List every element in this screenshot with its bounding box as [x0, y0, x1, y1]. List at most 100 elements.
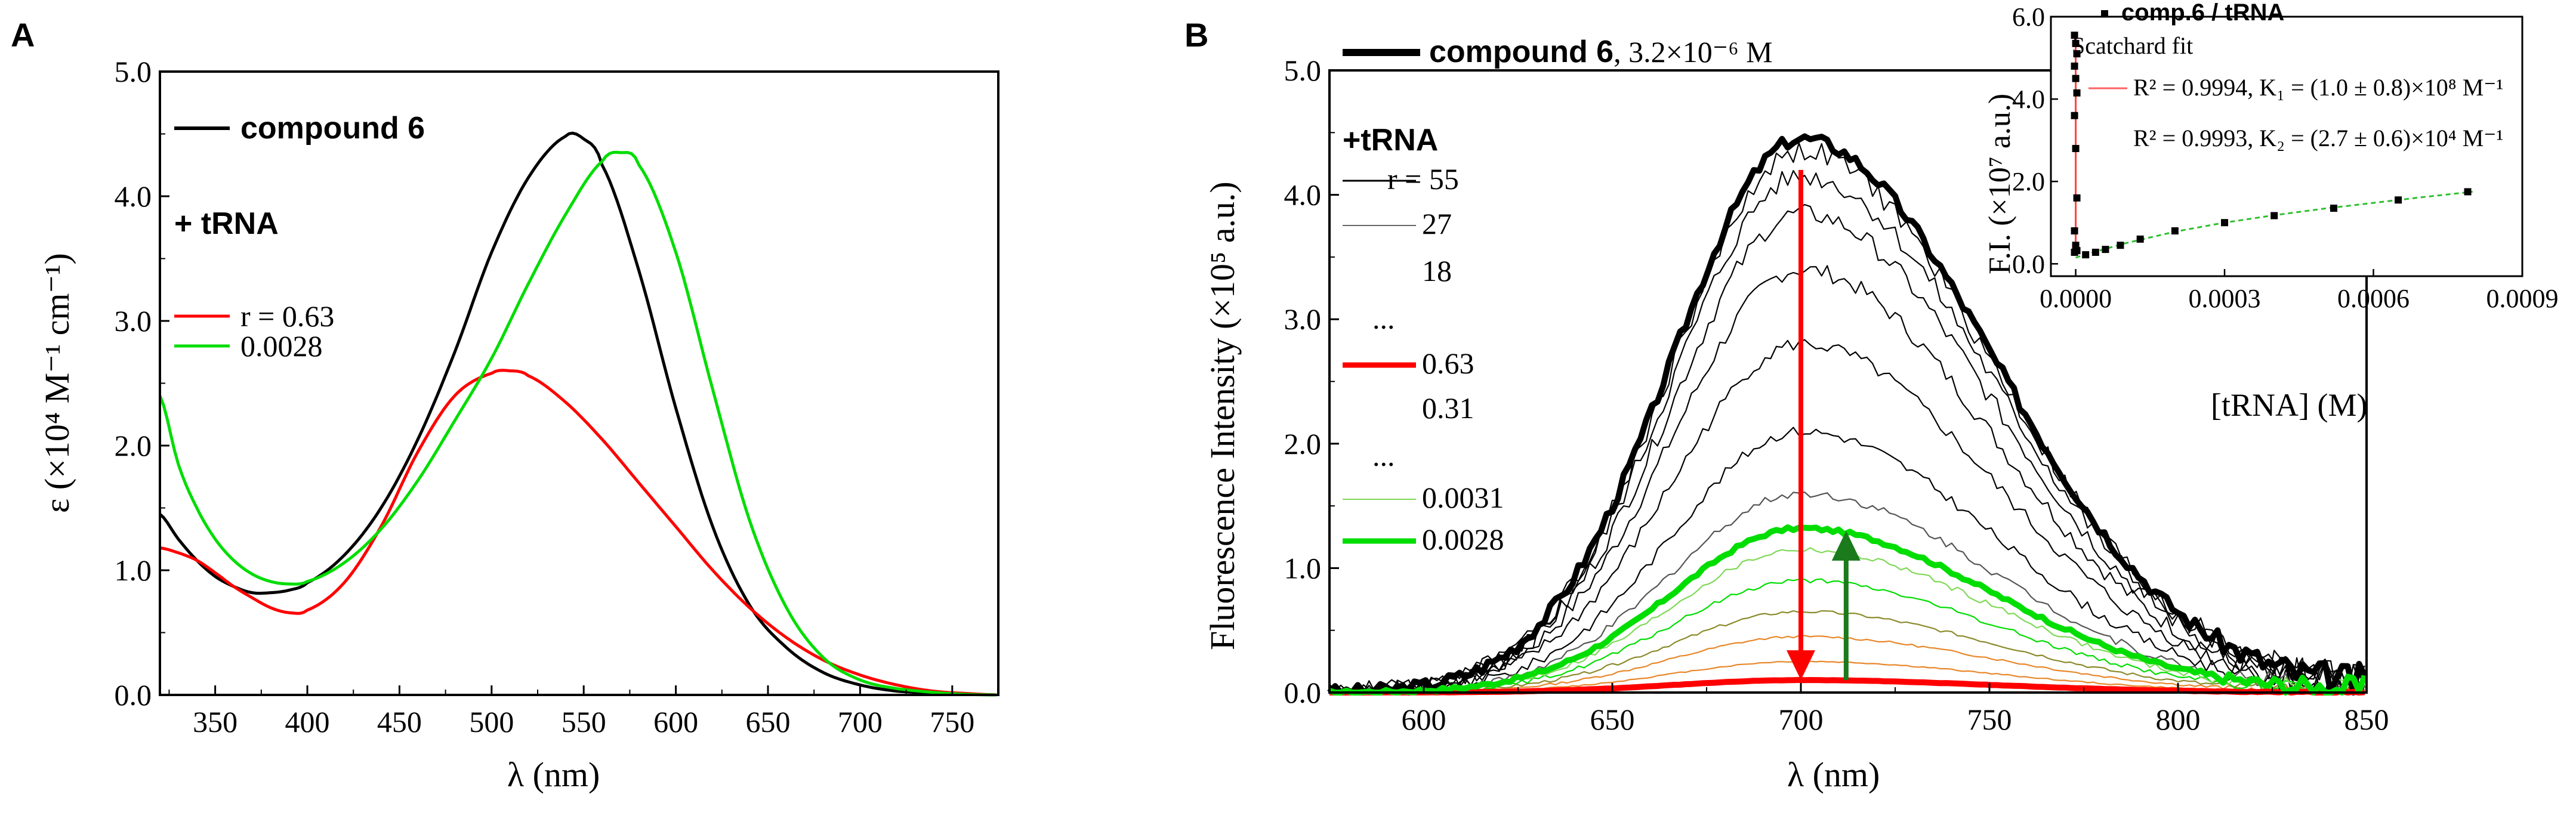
- inset-data-point: [2071, 227, 2078, 235]
- panel-b-label: B: [1184, 16, 1208, 54]
- chart-a-ytick-label: 3.0: [115, 304, 152, 338]
- chart-b-spectrum-18: [1329, 203, 2365, 694]
- chart-b-ytick-label: 1.0: [1284, 551, 1322, 585]
- legend-b-entry: ...: [1372, 439, 1395, 472]
- inset-data-point: [2117, 242, 2124, 249]
- legend-b-entry: 0.31: [1422, 391, 1474, 425]
- chart-b-xtick-label: 700: [1779, 703, 1824, 736]
- inset-frame: [2050, 16, 2523, 277]
- chart-b-ytick-label: 0.0: [1284, 676, 1322, 709]
- legend-b-compound: compound 6, 3.2×10⁻⁶ M: [1429, 35, 1773, 69]
- inset-data-point: [2270, 212, 2278, 220]
- chart-a-xtick-label: 700: [838, 705, 883, 738]
- legend-b-compound-conc: , 3.2×10⁻⁶ M: [1614, 35, 1772, 69]
- chart-a-ytick-label: 4.0: [115, 180, 152, 213]
- inset-ytick-label: 6.0: [2012, 2, 2045, 32]
- chart-a-xtick-label: 500: [469, 705, 514, 738]
- inset-data-point: [2071, 248, 2078, 256]
- chart-a-xtick-label: 600: [653, 705, 698, 738]
- inset-data-point: [2072, 75, 2080, 82]
- chart-b-spectrum-trna: [1329, 491, 2365, 694]
- inset-data-point: [2330, 205, 2337, 212]
- legend-b-entry: 18: [1422, 254, 1452, 288]
- chart-b-xtick-label: 600: [1402, 703, 1446, 736]
- inset-data-point: [2073, 50, 2081, 58]
- inset-ytick-label: 2.0: [2012, 167, 2045, 196]
- chart-b-ylabel: Fluorescence Intensity (×10⁵ a.u.): [1203, 181, 1242, 650]
- inset-ytick-label: 4.0: [2012, 85, 2045, 114]
- inset-data-point: [2072, 144, 2080, 152]
- chart-a-ytick-label: 1.0: [115, 554, 152, 587]
- legend-a-red: r = 0.63: [240, 299, 334, 333]
- inset-legend-fit1: R² = 0.9994, K₁ = (1.0 ± 0.8)×10⁸ M⁻¹: [2133, 74, 2503, 101]
- inset-data-point: [2082, 251, 2090, 259]
- legend-b-compound-name: compound 6: [1429, 35, 1614, 69]
- chart-b-xtick-label: 650: [1590, 703, 1635, 736]
- legend-b-trna: +tRNA: [1343, 123, 1438, 157]
- chart-a-ytick-label: 5.0: [115, 55, 152, 88]
- legend-a-green: 0.0028: [240, 329, 323, 363]
- chart-b-spectrum-compound-6: [1327, 133, 2368, 696]
- chart-a-xtick-label: 750: [930, 705, 974, 738]
- inset-xtick-label: 0.0006: [2337, 284, 2410, 313]
- inset-data-point: [2072, 39, 2080, 47]
- chart-b-arrow-head-red: [1787, 650, 1815, 681]
- chart-b-xtick-label: 850: [2344, 703, 2389, 736]
- inset-data-point: [2071, 62, 2078, 70]
- inset-data-point: [2221, 219, 2229, 227]
- chart-a-ytick-label: 0.0: [115, 678, 152, 712]
- chart-a-ytick-label: 2.0: [115, 429, 152, 462]
- chart-a-xtick-label: 650: [746, 705, 791, 738]
- inset-data-point: [2073, 194, 2081, 202]
- chart-a-xtick-label: 400: [285, 705, 330, 738]
- inset-data-point: [2395, 196, 2402, 204]
- legend-b-entry: ...: [1372, 302, 1395, 335]
- inset-background: [2051, 17, 2522, 276]
- inset-ylabel: F.I. (×10⁷ a.u.): [1983, 94, 2017, 274]
- inset-data-point: [2136, 235, 2144, 243]
- chart-b-xtick-label: 800: [2156, 703, 2201, 736]
- chart-a-line-0-0028: [158, 150, 997, 697]
- panel-a-label: A: [11, 16, 35, 54]
- chart-b-spectrum-trna: [1329, 339, 2365, 694]
- chart-a-xlabel: λ (nm): [507, 755, 600, 794]
- chart-a-frame: [159, 70, 999, 696]
- inset-xtick-label: 0.0009: [2486, 284, 2559, 313]
- chart-a-xtick-label: 550: [562, 705, 606, 738]
- inset-legend-points: comp.6 / tRNA: [2121, 0, 2284, 26]
- inset-legend-fit: Scatchard fit: [2072, 32, 2193, 59]
- legend-b-entry: 0.0031: [1422, 481, 1504, 514]
- inset-data-point: [2091, 248, 2099, 256]
- inset-legend-fit2: R² = 0.9993, K₂ = (2.7 ± 0.6)×10⁴ M⁻¹: [2133, 125, 2503, 152]
- chart-a-xtick-label: 450: [377, 705, 422, 738]
- legend-b-entry: 0.63: [1422, 347, 1474, 380]
- chart-a-ylabel: ε (×10⁴ M⁻¹ cm⁻¹): [38, 253, 76, 513]
- legend-b-entry: 27: [1422, 207, 1452, 240]
- chart-b-spectrum-trna: [1329, 427, 2365, 694]
- inset-legend-point-swatch: [2101, 10, 2108, 17]
- chart-b-ytick-label: 3.0: [1284, 302, 1322, 336]
- chart-inset: 0.0000 0.0003 0.0006 0.0009 0.0 2.0 4.0 6.0 [tR…: [1983, 0, 2559, 423]
- inset-xtick-label: 0.0000: [2040, 284, 2112, 313]
- inset-data-point: [2102, 246, 2109, 254]
- legend-a-compound: compound 6: [240, 111, 425, 146]
- legend-b-entry: 0.0028: [1422, 523, 1504, 556]
- inset-data-point: [2071, 112, 2078, 119]
- inset-data-point: [2073, 89, 2081, 97]
- chart-b-xtick-label: 750: [1967, 703, 2012, 736]
- chart-a: 350 400 450 500 550 600 650 700 750 0.0 1.0 2.0 3.0 4…: [38, 55, 999, 794]
- chart-b-ytick-label: 5.0: [1284, 54, 1322, 87]
- chart-a-xtick-label: 350: [193, 705, 237, 738]
- chart-b-spectrum-trna: [1329, 265, 2365, 694]
- chart-a-line-compound-6: [159, 131, 997, 697]
- inset-ytick-label: 0.0: [2012, 249, 2045, 279]
- legend-b-entry: r = 55: [1387, 162, 1459, 196]
- inset-xtick-label: 0.0003: [2189, 284, 2261, 313]
- legend-a-trna: + tRNA: [174, 206, 279, 241]
- chart-b-arrow-head-darkgreen: [1831, 530, 1861, 561]
- chart-b-ytick-label: 4.0: [1284, 178, 1322, 212]
- chart-b-xlabel: λ (nm): [1787, 755, 1880, 794]
- inset-data-point: [2171, 227, 2179, 235]
- chart-b-ytick-label: 2.0: [1284, 427, 1322, 461]
